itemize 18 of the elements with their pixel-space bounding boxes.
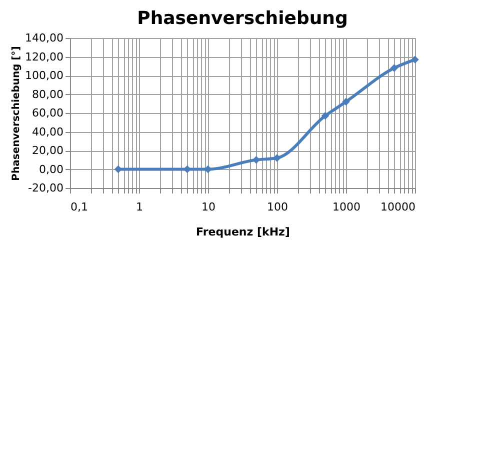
x-tick-label: 100 xyxy=(267,200,288,214)
y-tick-label: 120,00 xyxy=(25,50,64,64)
x-axis-title: Frequenz [kHz] xyxy=(196,226,290,238)
y-tick-label: 100,00 xyxy=(25,69,64,82)
y-tick-label: 0,00 xyxy=(39,162,64,176)
x-tick-label: 1000 xyxy=(332,200,360,214)
y-axis-title: Phasenverschiebung [°] xyxy=(11,46,22,181)
x-tick-label: 10000 xyxy=(380,200,416,214)
y-tick-label: 40,00 xyxy=(32,125,64,138)
y-tick-label: 140,00 xyxy=(25,32,64,44)
chart-title: Phasenverschiebung xyxy=(137,8,348,29)
y-tick-label: 60,00 xyxy=(32,106,64,120)
x-tick-label: 10 xyxy=(202,200,216,214)
y-tick-label: -20,00 xyxy=(28,182,64,194)
y-tick-label: 20,00 xyxy=(32,144,64,157)
x-tick-label: 1 xyxy=(136,200,143,214)
y-tick-label: 80,00 xyxy=(32,88,64,101)
x-tick-label: 0,1 xyxy=(70,200,88,214)
